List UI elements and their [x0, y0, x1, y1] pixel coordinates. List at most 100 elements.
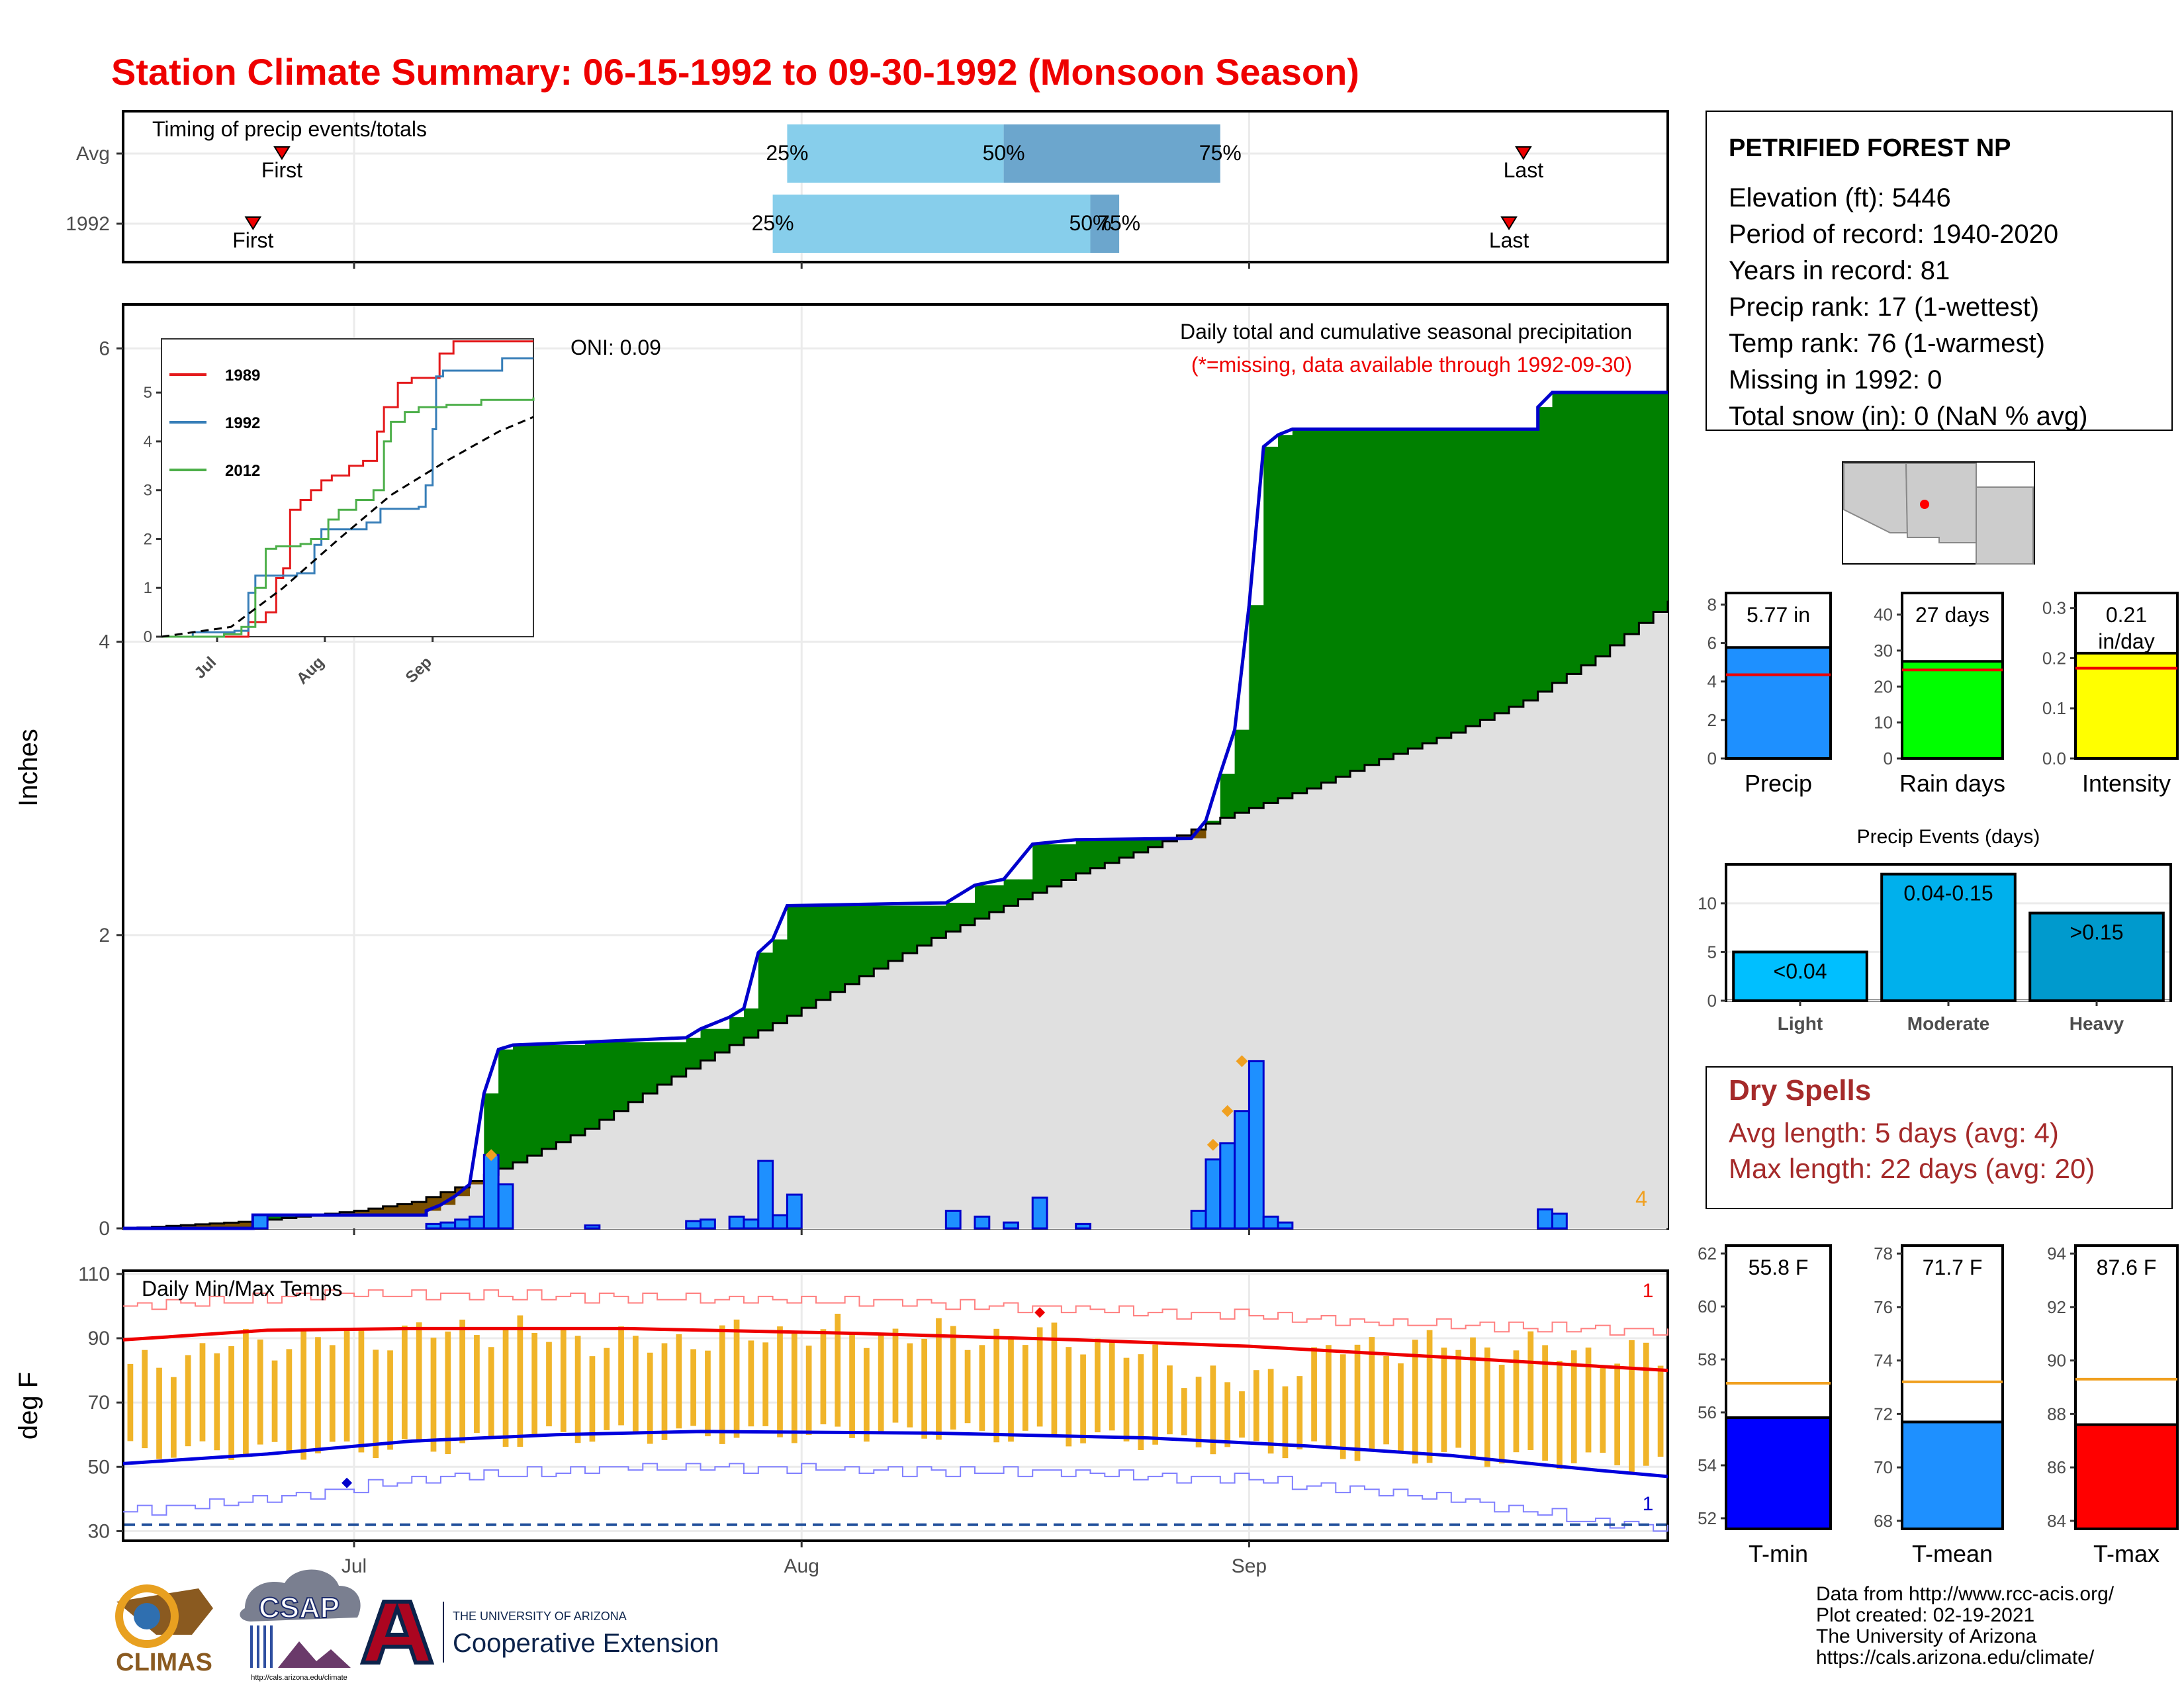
daily-temp-range-bar: [488, 1347, 494, 1437]
precip-events-category: Moderate: [1907, 1013, 1989, 1034]
station-info-line: Elevation (ft): 5446: [1729, 183, 1951, 212]
daily-temp-range-bar: [1513, 1350, 1520, 1453]
above-avg-fill: [1494, 429, 1510, 713]
above-avg-fill: [628, 1042, 643, 1103]
daily-temp-range-bar: [676, 1334, 682, 1429]
below-avg-fill: [195, 1224, 210, 1228]
daily-temp-range-bar: [921, 1338, 927, 1439]
daily-temp-range-bar: [864, 1348, 870, 1442]
daily-precip-bar: [944, 1209, 962, 1230]
record-tmax-line: [123, 1289, 1668, 1336]
above-avg-fill: [1075, 839, 1091, 874]
above-avg-fill: [556, 1045, 571, 1142]
inset-legend-label: 1992: [225, 414, 260, 432]
daily-temp-range-bar: [1585, 1348, 1592, 1453]
daily-temp-range-bar: [300, 1329, 307, 1460]
daily-temp-range-bar: [1340, 1354, 1346, 1459]
above-avg-fill: [1292, 429, 1308, 794]
daily-temp-range-bar: [878, 1334, 884, 1432]
csap-logo: CSAP http://cals.arizona.edu/climate: [240, 1569, 361, 1682]
daily-temp-range-bar: [835, 1313, 841, 1427]
avg-cumulative-line: [123, 600, 1669, 1230]
below-avg-fill: [209, 1223, 225, 1228]
daily-precip-bar: [1248, 1060, 1265, 1230]
summary-bar-tick-label: 72: [1874, 1404, 1893, 1424]
station-name: PETRIFIED FOREST NP: [1729, 134, 2011, 162]
summary-bar-tick-label: 54: [1698, 1455, 1717, 1475]
summary-bar-tick-label: 30: [1874, 641, 1893, 661]
summary-bar-value-label: 71.7 F: [1923, 1256, 1983, 1279]
precip-y-tick-label: 4: [99, 631, 110, 653]
daily-temp-range-bar: [1455, 1349, 1462, 1448]
x-tick-label: Jul: [341, 1555, 367, 1577]
above-avg-fill: [1032, 844, 1048, 893]
daily-temp-range-bar: [343, 1330, 350, 1441]
station-info-box: PETRIFIED FOREST NP Elevation (ft): 5446…: [1706, 111, 2173, 431]
daily-temp-range-bar: [1542, 1345, 1548, 1461]
summary-bar-tick-label: 0.0: [2042, 749, 2066, 768]
summary-bar-tick-label: 86: [2047, 1457, 2066, 1477]
daily-temp-range-bar: [589, 1356, 596, 1442]
above-avg-fill: [844, 905, 860, 984]
daily-precip-bar: [454, 1218, 471, 1230]
above-avg-fill: [1105, 839, 1120, 863]
above-avg-fill: [787, 905, 802, 1016]
summary-bar-tick-label: 62: [1698, 1244, 1717, 1263]
daily-temp-range-bar: [1080, 1354, 1086, 1443]
daily-temp-range-bar: [156, 1367, 162, 1459]
above-avg-fill: [1220, 774, 1236, 818]
above-avg-fill: [1249, 605, 1264, 808]
daily-temp-range-bar: [1311, 1347, 1317, 1441]
temp-y-tick-label: 90: [88, 1328, 110, 1349]
daily-temp-range-bar: [791, 1333, 797, 1443]
above-avg-fill: [1422, 429, 1437, 743]
precip-events-bar: [1880, 872, 2017, 1002]
precip-corner-count: 4: [1635, 1187, 1647, 1211]
daily-temp-range-bar: [1253, 1370, 1259, 1441]
daily-temp-range-bar: [661, 1343, 668, 1440]
temp-y-label: deg F: [14, 1372, 43, 1440]
avg-tmax-line: [122, 1326, 1668, 1373]
above-avg-fill: [1350, 429, 1365, 771]
summary-bar-tick-label: 84: [2047, 1511, 2066, 1531]
temp-record-marker-high: [1034, 1307, 1046, 1318]
above-avg-fill: [917, 905, 933, 946]
inset-series-1989: [161, 340, 533, 638]
above-avg-fill: [1234, 729, 1250, 813]
summary-bar-tick-label: 4: [1707, 672, 1717, 692]
station-info-line: Missing in 1992: 0: [1729, 365, 1942, 394]
record-low-count: 1: [1643, 1493, 1654, 1515]
above-avg-fill: [1451, 429, 1467, 733]
daily-precip-bar: [685, 1220, 702, 1230]
daily-temp-range-bar: [315, 1337, 321, 1453]
summary-bar: [1901, 660, 2004, 760]
precip-events-category: Heavy: [2070, 1013, 2124, 1034]
precip-events-bar: [1732, 950, 1868, 1003]
ua-a-icon: [359, 1600, 435, 1665]
daily-temp-range-bar: [849, 1332, 855, 1438]
daily-precip-bar: [1551, 1212, 1568, 1230]
ua-line2: Cooperative Extension: [453, 1629, 719, 1658]
summary-bar-tick-label: 2: [1707, 710, 1717, 730]
daily-temp-range-bar: [257, 1339, 263, 1445]
daily-temp-range-bar: [1138, 1354, 1144, 1450]
daily-precip-bar: [469, 1215, 485, 1230]
daily-temp-range-bar: [560, 1330, 567, 1432]
precip-events-bar: [2028, 911, 2165, 1002]
daily-temp-range-bar: [1267, 1369, 1274, 1454]
daily-temp-range-bar: [950, 1326, 956, 1430]
above-avg-fill: [1133, 839, 1149, 852]
daily-temp-range-bar: [618, 1326, 624, 1426]
above-avg-fill: [498, 1049, 514, 1169]
timing-last-marker: [1515, 146, 1532, 160]
above-avg-fill: [1436, 429, 1452, 739]
summary-bar-tick-label: 0.3: [2042, 598, 2066, 618]
footer-line: The University of Arizona: [1816, 1625, 2037, 1647]
daily-temp-range-bar: [459, 1319, 465, 1443]
summary-bar-panel: 68 70 72 74 76 78 71.7 F T-mean: [1874, 1244, 2004, 1567]
daily-temp-range-bar: [1369, 1337, 1375, 1451]
daily-temp-range-bar: [762, 1342, 769, 1426]
above-avg-fill: [1595, 392, 1611, 657]
summary-bar-tick-label: 0.2: [2042, 648, 2066, 668]
daily-temp-range-bar: [1181, 1388, 1187, 1436]
